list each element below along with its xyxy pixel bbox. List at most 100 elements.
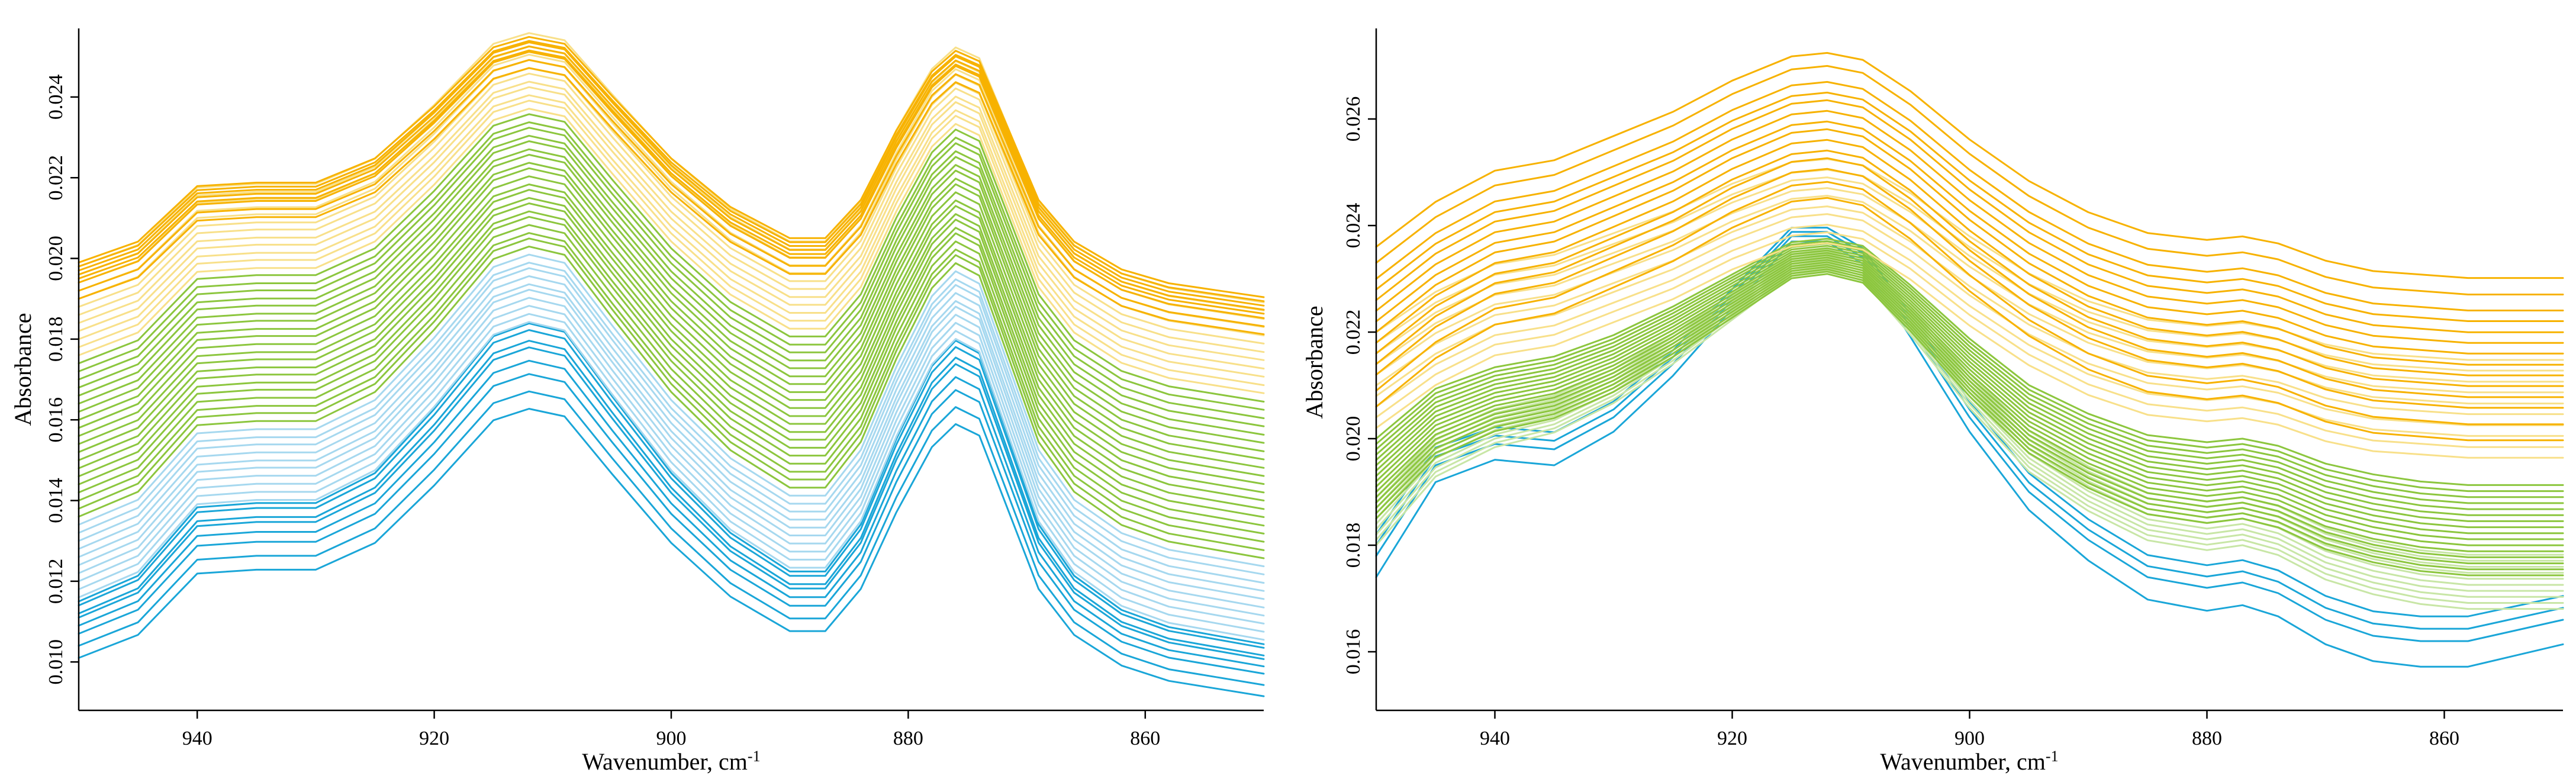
spectrum-light-green-1 (1375, 269, 2564, 610)
spectrum-green-11 (78, 175, 1265, 477)
spectrum-orange-2 (78, 59, 1265, 327)
spectrum-green-8 (1375, 256, 2564, 535)
chart-right: 940 920 900 880 860 0.016 0.018 0.020 0.022 0.02… (1301, 28, 2564, 775)
spectrum-blue-7 (78, 329, 1265, 649)
spectrum-orange-1 (78, 67, 1265, 336)
spectrum-light-yellow-1 (1375, 242, 2564, 459)
spectrum-light-yellow-2 (78, 99, 1265, 387)
spectrum-orange-5 (1375, 149, 2564, 387)
spectrum-light-blue-2 (78, 313, 1265, 633)
x-tick-label-860: 860 (2429, 728, 2459, 749)
x-ticks-right: 940 920 900 880 860 (1480, 710, 2459, 749)
y-tick-label-0.024: 0.024 (45, 75, 67, 120)
spectrum-light-blue-7 (78, 275, 1265, 592)
spectrum-orange-12 (1375, 81, 2564, 311)
y-axis-title-left: Absorbance (9, 313, 36, 426)
spectrum-green-14 (1375, 242, 2564, 498)
spectrum-green-10 (1375, 252, 2564, 522)
spectrum-orange-3 (78, 51, 1265, 319)
spectrum-orange-11 (1375, 91, 2564, 322)
spectrum-light-yellow-10 (1375, 158, 2564, 361)
spectrum-light-yellow-5 (1375, 205, 2564, 416)
spectrum-light-green-5 (1375, 260, 2564, 586)
spectrum-green-14 (78, 153, 1265, 452)
spectrum-orange-13 (1375, 65, 2564, 295)
spectrum-green-3 (78, 232, 1265, 543)
spectrum-light-yellow-9 (1375, 169, 2564, 372)
spectrum-blue-6 (78, 340, 1265, 657)
spectrum-orange-4 (1375, 157, 2564, 398)
spectrum-light-yellow-3 (78, 94, 1265, 378)
spectrum-blue-3 (1375, 231, 2564, 630)
spectrum-orange-6 (1375, 139, 2564, 376)
spectrum-orange-8 (1375, 120, 2564, 355)
x-axis-title-right: Wavenumber, cm-1 (1880, 748, 2058, 775)
y-tick-label-0.020: 0.020 (1342, 416, 1364, 462)
spectrum-green-15 (1375, 240, 2564, 493)
spectrum-orange-9 (1375, 110, 2564, 344)
spectrum-green-12 (1375, 247, 2564, 510)
spectrum-blue-4 (78, 359, 1265, 668)
x-tick-label-900: 900 (656, 728, 687, 749)
spectrum-green-8 (78, 197, 1265, 501)
y-tick-label-0.012: 0.012 (45, 559, 67, 604)
spectrum-green-11 (1375, 249, 2564, 516)
spectrum-light-blue-5 (78, 288, 1265, 609)
spectra-right (1375, 52, 2564, 668)
spectrum-orange-4 (78, 49, 1265, 315)
spectrum-light-green-3 (1375, 265, 2564, 598)
x-tick-label-860: 860 (1130, 728, 1160, 749)
spectrum-orange-8 (78, 36, 1265, 298)
x-tick-label-940: 940 (182, 728, 212, 749)
spectrum-green-4 (1375, 266, 2564, 558)
spectrum-light-blue-8 (78, 267, 1265, 584)
spectrum-green-1 (1375, 273, 2564, 577)
spectrum-blue-1 (1375, 240, 2564, 668)
spectrum-light-yellow-6 (78, 72, 1265, 353)
spectrum-orange-5 (78, 45, 1265, 311)
x-tick-label-920: 920 (1717, 728, 1747, 749)
spectrum-light-blue-4 (78, 297, 1265, 617)
spectrum-green-5 (78, 215, 1265, 527)
spectrum-blue-5 (78, 346, 1265, 660)
spectrum-green-2 (1375, 271, 2564, 571)
spectrum-orange-3 (1375, 168, 2564, 409)
y-tick-label-0.024: 0.024 (1342, 203, 1364, 249)
spectrum-light-yellow-8 (1375, 176, 2564, 383)
y-tick-label-0.018: 0.018 (1342, 523, 1364, 568)
spectrum-green-16 (78, 140, 1265, 436)
spectrum-green-19 (78, 121, 1265, 411)
spectrum-light-yellow-5 (78, 81, 1265, 361)
spectrum-light-yellow-1 (78, 108, 1265, 394)
spectrum-light-yellow-3 (1375, 224, 2564, 437)
y-tick-label-0.026: 0.026 (1342, 96, 1364, 142)
spectrum-light-blue-10 (78, 253, 1265, 568)
spectrum-light-blue-1 (78, 321, 1265, 641)
spectrum-light-yellow-4 (1375, 213, 2564, 426)
spectrum-blue-8 (78, 322, 1265, 645)
spectrum-green-17 (78, 134, 1265, 427)
y-tick-label-0.016: 0.016 (45, 397, 67, 443)
spectrum-light-yellow-7 (1375, 187, 2564, 394)
spectrum-light-blue-3 (78, 305, 1265, 625)
spectrum-light-yellow-4 (78, 86, 1265, 370)
spectrum-light-yellow-2 (1375, 231, 2564, 448)
y-tick-label-0.022: 0.022 (1342, 310, 1364, 355)
y-tick-label-0.014: 0.014 (45, 478, 67, 523)
spectrum-orange-6 (78, 41, 1265, 307)
spectrum-blue-2 (78, 390, 1265, 686)
x-ticks-left: 940 920 900 880 860 (182, 710, 1160, 749)
spectrum-orange-7 (78, 40, 1265, 302)
spectrum-light-blue-9 (78, 262, 1265, 575)
spectrum-green-7 (1375, 259, 2564, 540)
y-ticks-left: 0.010 0.012 0.014 0.016 0.018 0.020 0.022 0.024 (45, 75, 79, 684)
spectrum-blue-2 (1375, 235, 2564, 642)
spectrum-green-6 (1375, 261, 2564, 546)
spectrum-blue-4 (1375, 227, 2564, 617)
spectrum-green-16 (1375, 237, 2564, 486)
spectrum-light-blue-6 (78, 283, 1265, 600)
spectrum-orange-7 (1375, 128, 2564, 366)
spectrum-light-yellow-7 (78, 67, 1265, 345)
x-axis-title-left: Wavenumber, cm-1 (582, 748, 760, 775)
